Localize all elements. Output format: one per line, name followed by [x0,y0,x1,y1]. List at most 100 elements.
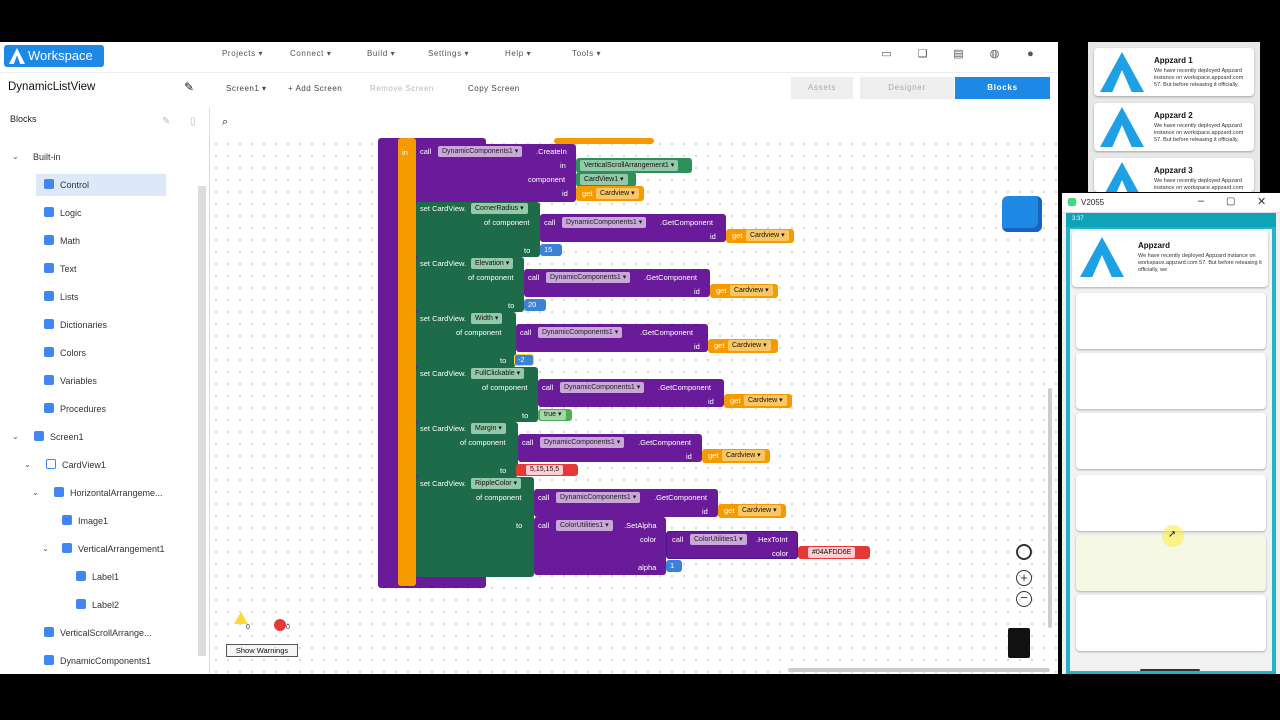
tree-colors[interactable]: Colors [36,342,166,364]
maximize-icon[interactable]: ▢ [1226,196,1236,207]
delete-icon[interactable]: ▯ [190,116,196,127]
empty-card[interactable] [1076,293,1266,349]
number-block[interactable] [540,244,562,256]
tab-designer[interactable]: Designer [860,77,954,99]
menu-projects[interactable]: Projects ▾ [222,49,264,58]
recenter-icon[interactable] [1016,544,1032,560]
list-item[interactable]: Appzard We have recently deployed Appzar… [1072,231,1268,287]
tree-horizontal[interactable]: HorizontalArrangeme... [50,482,178,504]
tree-dynamic[interactable]: DynamicComponents1 [40,650,170,672]
component-dropdown[interactable]: DynamicComponents1 ▾ [562,217,647,228]
variable-dropdown[interactable]: Cardview ▾ [730,285,773,296]
component-dropdown[interactable]: CardView1 ▾ [580,174,628,185]
number-block[interactable] [666,560,682,572]
warning-icon[interactable] [234,612,248,624]
chevron-down-icon[interactable]: ⌄ [42,544,49,553]
component-dropdown[interactable]: DynamicComponents1 ▾ [540,437,625,448]
property-dropdown[interactable]: Width ▾ [471,313,503,324]
tree-logic[interactable]: Logic [36,202,166,224]
account-icon[interactable]: ● [1027,48,1034,60]
vertical-scrollbar[interactable] [1048,388,1052,628]
list-item[interactable]: Appzard 3 We have recently deployed Appz… [1094,158,1254,192]
property-dropdown[interactable]: Margin ▾ [471,423,506,434]
component-dropdown[interactable]: ColorUtilities1 ▾ [690,534,747,545]
variable-dropdown[interactable]: Cardview ▾ [738,505,781,516]
tab-blocks[interactable]: Blocks [955,77,1050,99]
home-indicator[interactable] [1140,669,1200,671]
zoom-out-icon[interactable]: − [1016,591,1032,607]
tree-dictionaries[interactable]: Dictionaries [36,314,166,336]
variable-dropdown[interactable]: Cardview ▾ [746,230,789,241]
menu-build[interactable]: Build ▾ [367,49,396,58]
component-dropdown[interactable]: VerticalScrollArrangement1 ▾ [580,160,679,171]
tree-vertical1[interactable]: VerticalArrangement1 [58,538,184,560]
panel-scrollbar[interactable] [198,186,206,656]
variable-dropdown[interactable]: Cardview ▾ [728,340,771,351]
edit-icon[interactable]: ✎ [184,80,195,94]
show-warnings-button[interactable]: Show Warnings [226,644,298,657]
list-item[interactable]: Appzard 1 We have recently deployed Appz… [1094,48,1254,96]
control-block[interactable] [398,138,416,586]
tree-math[interactable]: Math [36,230,166,252]
tree-vscroll[interactable]: VerticalScrollArrange... [40,622,170,644]
tree-text[interactable]: Text [36,258,166,280]
workspace-logo[interactable]: Workspace [4,45,104,67]
empty-card[interactable] [1076,413,1266,469]
number-value[interactable]: 1 [670,561,675,570]
remove-screen-button[interactable]: Remove Screen [370,84,434,93]
empty-card[interactable] [1076,475,1266,531]
text-value[interactable]: 5,15,15,5 [526,465,564,475]
rename-icon[interactable]: ✎ [162,116,171,127]
close-icon[interactable]: ✕ [1257,196,1267,208]
globe-icon[interactable]: ◍ [989,48,1000,60]
chevron-down-icon[interactable]: ⌄ [12,152,19,161]
menu-settings[interactable]: Settings ▾ [428,49,470,58]
component-dropdown[interactable]: DynamicComponents1 ▾ [438,146,523,157]
chevron-down-icon[interactable]: ⌄ [12,432,19,441]
number-value[interactable]: 15 [544,245,553,254]
screen-select[interactable]: Screen1 ▾ [226,84,267,93]
search-icon[interactable]: ⌕ [222,116,229,128]
tree-image1[interactable]: Image1 [58,510,184,532]
folder-icon[interactable]: ▭ [881,48,892,60]
gallery-icon[interactable]: ❏ [917,48,928,60]
tab-assets[interactable]: Assets [791,77,853,99]
variable-dropdown[interactable]: Cardview ▾ [596,188,639,199]
menu-connect[interactable]: Connect ▾ [290,49,332,58]
tree-builtin[interactable]: Built-in [28,146,156,168]
document-icon[interactable]: ▤ [953,48,964,60]
tree-cardview1[interactable]: CardView1 [40,454,180,476]
zoom-in-icon[interactable]: + [1016,570,1032,586]
tree-procedures[interactable]: Procedures [36,398,166,420]
menu-help[interactable]: Help ▾ [505,49,532,58]
backpack-icon[interactable] [1002,196,1042,232]
component-dropdown[interactable]: DynamicComponents1 ▾ [538,327,623,338]
number-value[interactable]: 20 [528,300,537,309]
minimize-icon[interactable]: – [1198,195,1205,207]
tree-control[interactable]: Control [36,174,166,196]
property-dropdown[interactable]: Elevation ▾ [471,258,514,269]
chevron-down-icon[interactable]: ⌄ [24,460,31,469]
tree-label2[interactable]: Label2 [72,594,192,616]
text-value[interactable]: #04AFDD6E [808,547,856,558]
trash-icon[interactable] [1008,628,1030,658]
component-dropdown[interactable]: DynamicComponents1 ▾ [556,492,641,503]
chevron-down-icon[interactable]: ⌄ [32,488,39,497]
empty-card[interactable] [1076,353,1266,409]
error-icon[interactable] [274,619,286,631]
component-dropdown[interactable]: ColorUtilities1 ▾ [556,520,613,531]
component-dropdown[interactable]: DynamicComponents1 ▾ [560,382,645,393]
boolean-dropdown[interactable]: true ▾ [540,410,566,420]
property-dropdown[interactable]: CornerRadius ▾ [471,203,528,214]
menu-tools[interactable]: Tools ▾ [572,49,602,58]
tree-lists[interactable]: Lists [36,286,166,308]
horizontal-scrollbar[interactable] [788,668,1050,672]
number-value[interactable]: -2 [518,355,525,364]
number-block[interactable] [514,354,534,366]
property-dropdown[interactable]: FullClickable ▾ [471,368,525,379]
tree-label1[interactable]: Label1 [72,566,192,588]
tree-variables[interactable]: Variables [36,370,166,392]
list-item[interactable]: Appzard 2 We have recently deployed Appz… [1094,103,1254,151]
add-screen-button[interactable]: + Add Screen [288,84,343,93]
blocks-workspace[interactable]: in call DynamicComponents1 ▾ .CreateIn i… [210,138,1058,674]
